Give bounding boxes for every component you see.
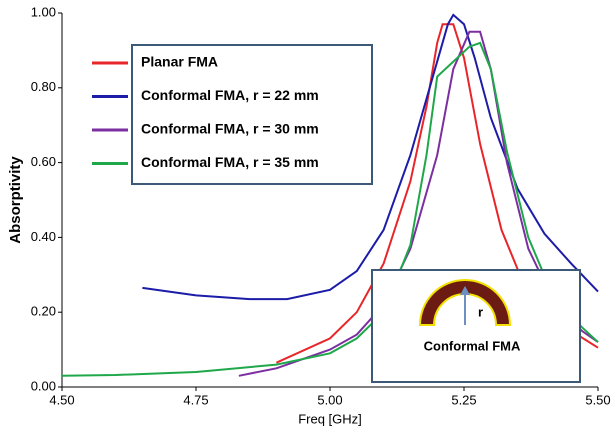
inset-caption: Conformal FMA [424,338,521,353]
conformal-shape [418,279,512,326]
arrow-head [460,286,470,295]
inset: r Conformal FMA [371,269,581,383]
y-tick-label: 0.60 [31,154,56,169]
y-tick-label: 0.00 [31,378,56,393]
x-tick-label: 5.25 [451,392,476,407]
x-tick-label: 4.75 [183,392,208,407]
legend-label: Conformal FMA, r = 35 mm [141,154,319,170]
x-tick-label: 4.50 [49,392,74,407]
series-line [61,41,599,377]
legend-label: Conformal FMA, r = 30 mm [141,121,319,137]
y-tick-label: 0.40 [31,229,56,244]
plot-area: 0.00 0.20 0.40 0.60 0.80 1.00 4.50 4.75 5.00 5.25… [31,4,611,407]
y-axis-label: Absorptivity [7,156,24,244]
legend: Planar FMA Conformal FMA, r = 22 mm Confor… [92,54,319,170]
legend-box [131,44,373,185]
y-tick-label: 0.20 [31,304,56,319]
legend-label: Planar FMA [141,54,218,70]
y-tick-label: 1.00 [31,4,56,19]
y-tick-label: 0.80 [31,79,56,94]
inset-symbol: r [478,304,483,319]
series-line [142,13,599,301]
x-tick-label: 5.00 [317,392,342,407]
x-tick-label: 5.50 [585,392,610,407]
legend-label: Conformal FMA, r = 22 mm [141,87,319,103]
x-axis-label: Freq [GHz] [298,411,362,426]
